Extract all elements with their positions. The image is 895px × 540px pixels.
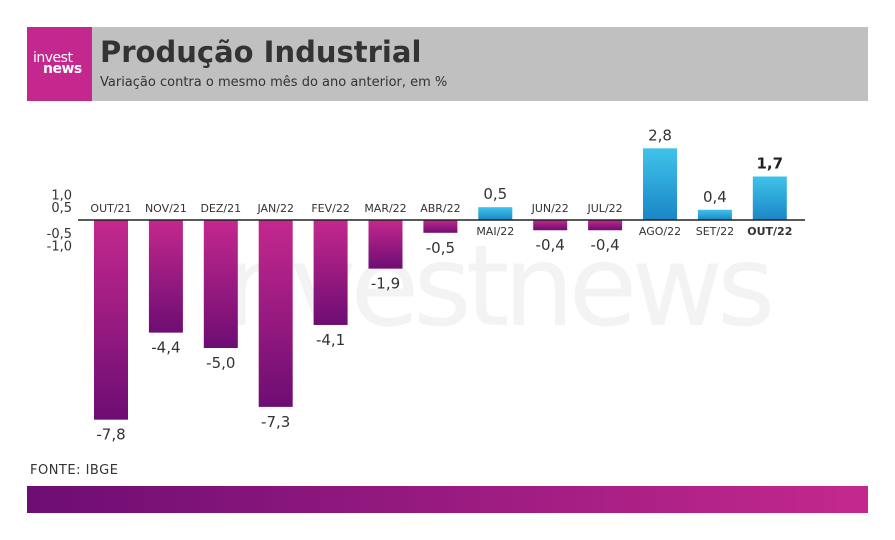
bar-jul-22 [588,220,623,231]
bar-abr-22 [423,220,458,233]
y-tick-label: 1,0 [51,188,72,203]
data-label: -5,0 [206,354,235,372]
x-tick-label: AGO/22 [639,225,681,238]
bar-mar-22 [368,220,403,269]
chart-title: Produção Industrial [100,35,422,69]
investnews-logo: invest news [27,27,92,101]
data-label: -4,4 [151,339,180,357]
x-tick-label: JAN/22 [256,202,294,215]
footer-gradient-bar [27,486,868,513]
bar-fev-22 [313,220,348,325]
bar-jan-22 [258,220,293,407]
x-tick-label: FEV/22 [311,202,350,215]
data-label: 0,4 [703,188,727,206]
x-tick-label: ABR/22 [420,202,460,215]
x-tick-label: JUL/22 [587,202,623,215]
x-tick-label: SET/22 [696,225,734,238]
x-tick-label: DEZ/21 [200,202,241,215]
bar-ago-22 [643,148,677,220]
bar-set-22 [697,209,732,220]
data-label: -0,4 [536,236,565,254]
y-tick-label: 0,5 [51,201,72,216]
y-tick-label: -1,0 [47,240,72,255]
x-tick-label: NOV/21 [145,202,187,215]
y-tick-label: -0,5 [47,227,72,242]
bar-dez-21 [203,220,238,348]
data-label: 0,5 [483,185,507,203]
header-banner: invest news Produção Industrial Variação… [27,27,868,101]
watermark-text: investnews [200,222,775,352]
bar-out-21 [94,220,128,420]
source-note: FONTE: IBGE [30,463,119,478]
x-tick-label: MAR/22 [364,202,406,215]
x-tick-label: JUN/22 [531,202,569,215]
chart-subtitle: Variação contra o mesmo mês do ano anter… [100,75,448,90]
data-label: -0,5 [426,239,455,257]
bar-out-22 [752,176,787,220]
x-tick-label: MAI/22 [476,225,514,238]
x-tick-label: OUT/22 [747,225,792,238]
x-tick-label: OUT/21 [90,202,131,215]
logo-text-invest: invest [33,50,73,66]
data-label: 2,8 [648,126,672,144]
data-label: -1,9 [371,275,400,293]
bar-mai-22 [478,207,513,220]
data-label: -7,8 [96,426,125,444]
data-label: -0,4 [590,236,619,254]
bar-jun-22 [533,220,568,231]
data-label: -7,3 [261,413,290,431]
data-label: 1,7 [757,154,784,172]
logo-text-news: news [43,61,82,77]
bar-nov-21 [148,220,183,333]
data-label: -4,1 [316,331,345,349]
